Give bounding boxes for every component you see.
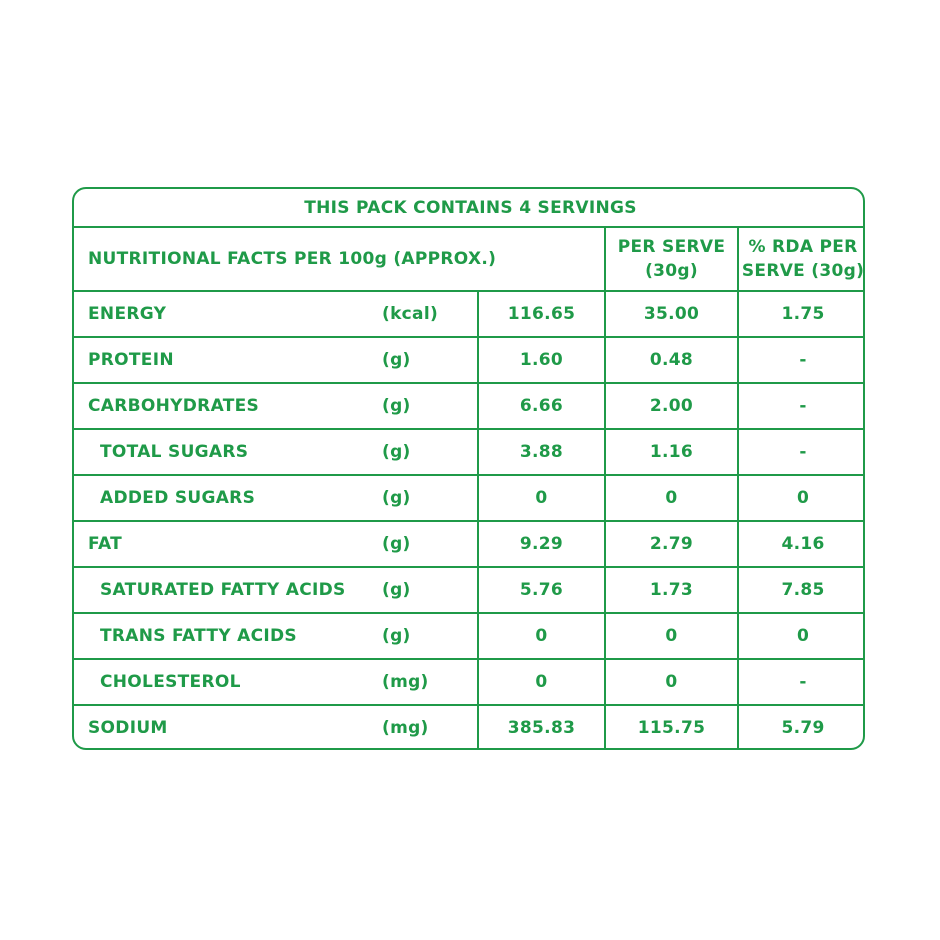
rda-value: - xyxy=(736,382,863,430)
per-100g-value: 3.88 xyxy=(477,428,606,476)
rda-value: - xyxy=(736,336,863,384)
rda-value: 7.85 xyxy=(736,566,863,614)
rda-value: 0 xyxy=(736,612,863,660)
nutrient-label: ENERGY xyxy=(74,290,382,338)
nutrient-label: SODIUM xyxy=(74,704,382,748)
nutrient-unit: (mg) xyxy=(382,704,479,748)
nutrition-facts-panel: THIS PACK CONTAINS 4 SERVINGS NUTRITIONA… xyxy=(72,187,865,750)
nutrient-unit: (g) xyxy=(382,382,479,430)
per-serve-value: 1.73 xyxy=(604,566,739,614)
nutrient-unit: (g) xyxy=(382,566,479,614)
nutrient-label: ADDED SUGARS xyxy=(74,474,382,522)
header-nutrition-facts: NUTRITIONAL FACTS PER 100g (APPROX.) xyxy=(74,226,606,292)
nutrition-table: THIS PACK CONTAINS 4 SERVINGS NUTRITIONA… xyxy=(74,189,863,748)
table-row: ADDED SUGARS (g) 0 0 0 xyxy=(74,474,863,522)
rda-value: - xyxy=(736,658,863,706)
per-100g-value: 0 xyxy=(477,474,606,522)
nutrient-label: TRANS FATTY ACIDS xyxy=(74,612,382,660)
per-serve-value: 2.79 xyxy=(604,520,739,568)
nutrient-unit: (mg) xyxy=(382,658,479,706)
per-serve-value: 0 xyxy=(604,658,739,706)
header-rda: % RDA PER SERVE (30g) xyxy=(736,226,863,292)
rda-value: - xyxy=(736,428,863,476)
table-row: PROTEIN (g) 1.60 0.48 - xyxy=(74,336,863,384)
nutrient-unit: (g) xyxy=(382,474,479,522)
rda-value: 4.16 xyxy=(736,520,863,568)
table-row: TOTAL SUGARS (g) 3.88 1.16 - xyxy=(74,428,863,476)
table-row: CARBOHYDRATES (g) 6.66 2.00 - xyxy=(74,382,863,430)
per-serve-value: 2.00 xyxy=(604,382,739,430)
nutrient-label: FAT xyxy=(74,520,382,568)
title-row: THIS PACK CONTAINS 4 SERVINGS xyxy=(74,189,863,228)
nutrient-unit: (g) xyxy=(382,520,479,568)
per-100g-value: 0 xyxy=(477,658,606,706)
nutrient-unit: (g) xyxy=(382,428,479,476)
table-row: FAT (g) 9.29 2.79 4.16 xyxy=(74,520,863,568)
per-100g-value: 116.65 xyxy=(477,290,606,338)
nutrient-unit: (g) xyxy=(382,336,479,384)
per-serve-value: 115.75 xyxy=(604,704,739,748)
per-serve-value: 35.00 xyxy=(604,290,739,338)
nutrient-unit: (kcal) xyxy=(382,290,479,338)
rda-value: 0 xyxy=(736,474,863,522)
per-serve-value: 0 xyxy=(604,474,739,522)
table-row: ENERGY (kcal) 116.65 35.00 1.75 xyxy=(74,290,863,338)
per-100g-value: 5.76 xyxy=(477,566,606,614)
table-row: SATURATED FATTY ACIDS (g) 5.76 1.73 7.85 xyxy=(74,566,863,614)
nutrient-label: CARBOHYDRATES xyxy=(74,382,382,430)
per-serve-value: 1.16 xyxy=(604,428,739,476)
table-row: CHOLESTEROL (mg) 0 0 - xyxy=(74,658,863,706)
table-row: SODIUM (mg) 385.83 115.75 5.79 xyxy=(74,704,863,748)
table-row: TRANS FATTY ACIDS (g) 0 0 0 xyxy=(74,612,863,660)
nutrient-label: CHOLESTEROL xyxy=(74,658,382,706)
per-serve-value: 0.48 xyxy=(604,336,739,384)
rda-value: 5.79 xyxy=(736,704,863,748)
per-100g-value: 385.83 xyxy=(477,704,606,748)
per-serve-value: 0 xyxy=(604,612,739,660)
nutrient-unit: (g) xyxy=(382,612,479,660)
header-row: NUTRITIONAL FACTS PER 100g (APPROX.) PER… xyxy=(74,226,863,292)
header-per-serve: PER SERVE (30g) xyxy=(604,226,739,292)
per-100g-value: 0 xyxy=(477,612,606,660)
nutrient-label: SATURATED FATTY ACIDS xyxy=(74,566,382,614)
per-100g-value: 6.66 xyxy=(477,382,606,430)
per-100g-value: 9.29 xyxy=(477,520,606,568)
nutrient-label: TOTAL SUGARS xyxy=(74,428,382,476)
table-title: THIS PACK CONTAINS 4 SERVINGS xyxy=(74,189,863,228)
rda-value: 1.75 xyxy=(736,290,863,338)
per-100g-value: 1.60 xyxy=(477,336,606,384)
nutrient-label: PROTEIN xyxy=(74,336,382,384)
